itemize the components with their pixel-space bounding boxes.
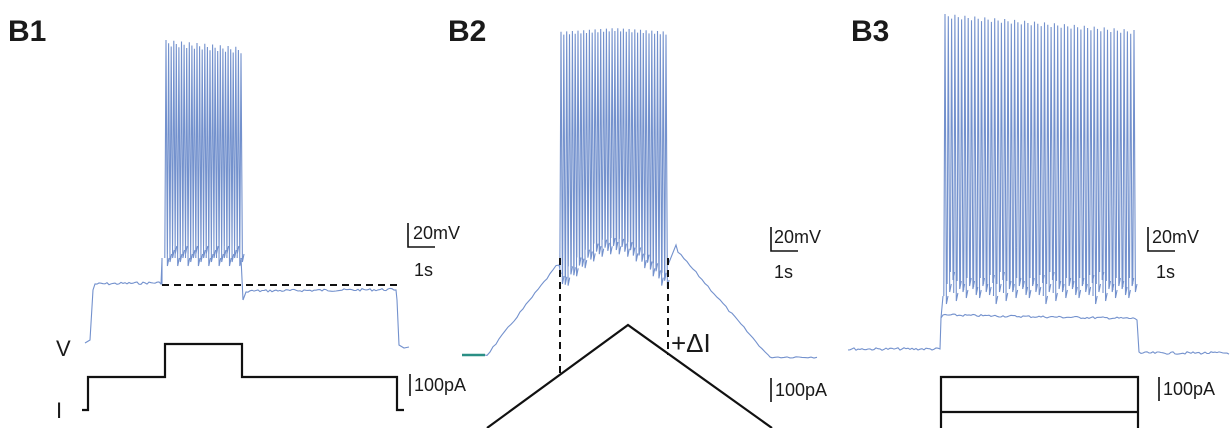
b2-spike-train [558, 28, 670, 289]
b3-time-scale-label: 1s [1156, 262, 1175, 282]
b2-voltage-scale-bar [770, 227, 798, 252]
panel-b3-label: B3 [851, 15, 889, 48]
panel-b2: B2 +ΔI 20mV 1s 100pA [448, 15, 827, 429]
panel-b3: B3 20mV 1s 100pA [847, 13, 1230, 428]
b1-voltage-trace-label: V [56, 336, 71, 361]
b3-voltage-scale-bar [1147, 227, 1175, 252]
b2-voltage-scale-label: 20mV [774, 227, 821, 247]
b1-current-step-trace [82, 342, 404, 412]
panel-b1-voltage-trace [84, 39, 410, 349]
b1-time-scale-label: 1s [414, 260, 433, 280]
b3-spike-train [940, 13, 1138, 319]
b3-current-scale-label: 100pA [1163, 379, 1215, 399]
b1-voltage-scale-bar [407, 223, 435, 248]
b3-current-step-trace [939, 375, 1140, 428]
b1-voltage-scale-label: 20mV [413, 223, 460, 243]
b1-current-trace-label: I [56, 398, 62, 423]
b3-subthreshold-trace [847, 313, 1230, 355]
b1-current-scale-label: 100pA [414, 375, 466, 395]
b2-delta-current-label: +ΔI [671, 328, 711, 358]
b2-voltage-ramp [484, 243, 818, 359]
panel-b2-voltage-trace [484, 28, 818, 359]
b2-time-scale-label: 1s [774, 262, 793, 282]
panel-b3-voltage-trace [847, 13, 1230, 355]
b2-current-ramp-trace [486, 323, 773, 429]
panel-b1: B1 V I 20mV 1s 100pA [8, 15, 466, 423]
panel-b1-label: B1 [8, 15, 46, 48]
b3-voltage-scale-label: 20mV [1152, 227, 1199, 247]
b1-spike-train [161, 39, 245, 301]
b1-voltage-baseline [84, 259, 410, 349]
panel-b2-label: B2 [448, 15, 486, 48]
b2-current-scale-label: 100pA [775, 380, 827, 400]
